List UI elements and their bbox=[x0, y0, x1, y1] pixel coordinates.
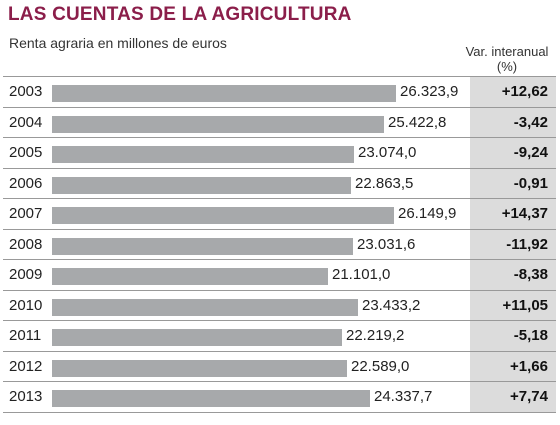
var-cell: +11,05 bbox=[470, 290, 556, 320]
bar bbox=[52, 146, 354, 163]
year-label: 2005 bbox=[9, 144, 43, 161]
bar-row: -9,24 2005 23.074,0 bbox=[3, 138, 556, 169]
year-label: 2007 bbox=[9, 205, 43, 222]
bar-value-label: 25.422,8 bbox=[388, 113, 447, 131]
bar-chart-table: +12,62 2003 26.323,9 -3,42 2004 25.422,8 -9,24… bbox=[3, 76, 556, 413]
bar-value-label: 23.031,6 bbox=[357, 235, 416, 253]
var-cell: +12,62 bbox=[470, 77, 556, 107]
var-header-line-2: (%) bbox=[496, 59, 518, 74]
bar-row: +1,66 2012 22.589,0 bbox=[3, 351, 556, 382]
var-cell: -3,42 bbox=[470, 107, 556, 137]
bar bbox=[52, 237, 353, 255]
var-cell: +14,37 bbox=[470, 199, 556, 229]
bar bbox=[52, 268, 328, 285]
year-label: 2003 bbox=[9, 83, 43, 100]
bar bbox=[52, 298, 358, 316]
year-label: 2012 bbox=[9, 357, 43, 375]
bar-value-label: 23.433,2 bbox=[362, 296, 421, 314]
bar-row: -0,91 2006 22.863,5 bbox=[3, 168, 556, 199]
bar-row: +12,62 2003 26.323,9 bbox=[3, 77, 556, 108]
bar-row: -11,92 2008 23.031,6 bbox=[3, 229, 556, 260]
bar-row: -3,42 2004 25.422,8 bbox=[3, 107, 556, 138]
var-interanual-value: -8,38 bbox=[513, 266, 548, 283]
chart-title: LAS CUENTAS DE LA AGRICULTURA bbox=[8, 4, 352, 25]
var-interanual-value: -0,91 bbox=[513, 174, 548, 192]
var-cell: +1,66 bbox=[470, 351, 556, 381]
year-label: 2010 bbox=[9, 296, 43, 314]
var-interanual-value: -3,42 bbox=[513, 113, 548, 131]
bar bbox=[52, 115, 384, 133]
bar-value-label: 22.863,5 bbox=[355, 174, 414, 192]
chart-subtitle: Renta agraria en millones de euros bbox=[9, 35, 227, 51]
var-interanual-header: Var. interanual (%) bbox=[448, 44, 560, 74]
bar-value-label: 22.219,2 bbox=[346, 327, 405, 344]
var-interanual-value: +7,74 bbox=[510, 388, 548, 405]
year-label: 2009 bbox=[9, 266, 43, 283]
var-header-line-1: Var. interanual bbox=[465, 44, 549, 59]
bar-value-label: 23.074,0 bbox=[358, 144, 417, 161]
bar bbox=[52, 329, 342, 346]
var-interanual-value: +14,37 bbox=[501, 205, 548, 222]
bar-value-label: 26.149,9 bbox=[398, 205, 457, 222]
year-label: 2004 bbox=[9, 113, 43, 131]
bar-value-label: 24.337,7 bbox=[374, 388, 433, 405]
year-label: 2013 bbox=[9, 388, 43, 405]
bar-value-label: 26.323,9 bbox=[400, 83, 459, 100]
bar-row: +11,05 2010 23.433,2 bbox=[3, 290, 556, 321]
bar bbox=[52, 207, 394, 224]
bar bbox=[52, 359, 347, 377]
bar-row: -8,38 2009 21.101,0 bbox=[3, 260, 556, 291]
var-interanual-value: +12,62 bbox=[501, 83, 548, 100]
var-cell: -5,18 bbox=[470, 321, 556, 351]
bar-value-label: 21.101,0 bbox=[332, 266, 391, 283]
var-cell: -8,38 bbox=[470, 260, 556, 290]
var-interanual-value: -5,18 bbox=[513, 327, 548, 344]
year-label: 2008 bbox=[9, 235, 43, 253]
year-label: 2011 bbox=[9, 327, 42, 344]
var-interanual-value: +11,05 bbox=[502, 296, 548, 314]
var-cell: -0,91 bbox=[470, 168, 556, 198]
bar bbox=[52, 176, 351, 194]
bar-value-label: 22.589,0 bbox=[351, 357, 410, 375]
bar-row: +7,74 2013 24.337,7 bbox=[3, 382, 556, 413]
var-cell: +7,74 bbox=[470, 382, 556, 412]
var-interanual-value: -11,92 bbox=[506, 235, 548, 253]
bar bbox=[52, 85, 396, 102]
bar bbox=[52, 390, 370, 407]
var-cell: -9,24 bbox=[470, 138, 556, 168]
bar-row: +14,37 2007 26.149,9 bbox=[3, 199, 556, 230]
var-cell: -11,92 bbox=[470, 229, 556, 259]
var-interanual-value: +1,66 bbox=[510, 357, 548, 375]
var-interanual-value: -9,24 bbox=[513, 144, 548, 161]
bar-row: -5,18 2011 22.219,2 bbox=[3, 321, 556, 352]
year-label: 2006 bbox=[9, 174, 43, 192]
